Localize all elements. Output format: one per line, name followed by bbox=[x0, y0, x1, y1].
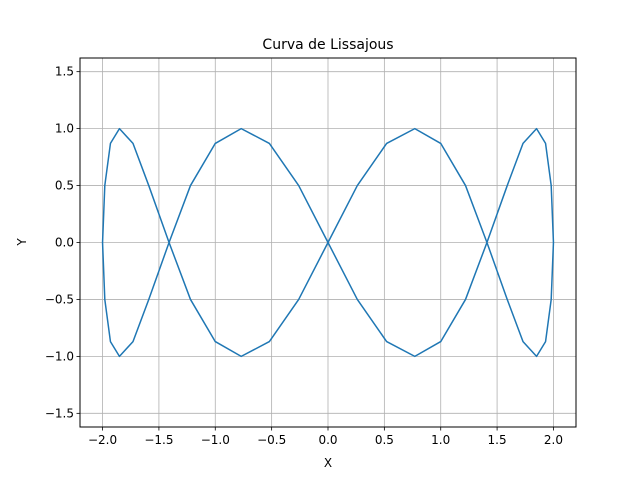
y-tick-label: −1.5 bbox=[45, 406, 74, 420]
x-tick-label: 0.0 bbox=[318, 433, 337, 447]
x-tick-label: 2.0 bbox=[544, 433, 563, 447]
y-axis-ticks: −1.5 −1.0 −0.5 0.0 0.5 1.0 1.5 bbox=[45, 65, 80, 420]
series-layer bbox=[101, 127, 555, 358]
lissajous-curve bbox=[101, 127, 555, 358]
x-tick-label: −0.5 bbox=[257, 433, 286, 447]
y-axis-title: Y bbox=[15, 238, 29, 247]
grid bbox=[80, 58, 576, 427]
x-tick-label: −1.0 bbox=[201, 433, 230, 447]
x-tick-label: 1.0 bbox=[431, 433, 450, 447]
y-tick-label: 0.5 bbox=[55, 179, 74, 193]
y-tick-label: −0.5 bbox=[45, 292, 74, 306]
y-tick-label: −1.0 bbox=[45, 349, 74, 363]
x-tick-label: 1.5 bbox=[488, 433, 507, 447]
y-tick-label: 1.0 bbox=[55, 122, 74, 136]
y-tick-label: 0.0 bbox=[55, 236, 74, 250]
x-tick-label: −2.0 bbox=[88, 433, 117, 447]
x-axis-ticks: −2.0 −1.5 −1.0 −0.5 0.0 0.5 1.0 1.5 2.0 bbox=[88, 427, 563, 447]
x-tick-label: 0.5 bbox=[375, 433, 394, 447]
x-tick-label: −1.5 bbox=[144, 433, 173, 447]
chart-title: Curva de Lissajous bbox=[262, 37, 393, 53]
y-tick-label: 1.5 bbox=[55, 65, 74, 79]
x-axis-title: X bbox=[324, 456, 332, 470]
